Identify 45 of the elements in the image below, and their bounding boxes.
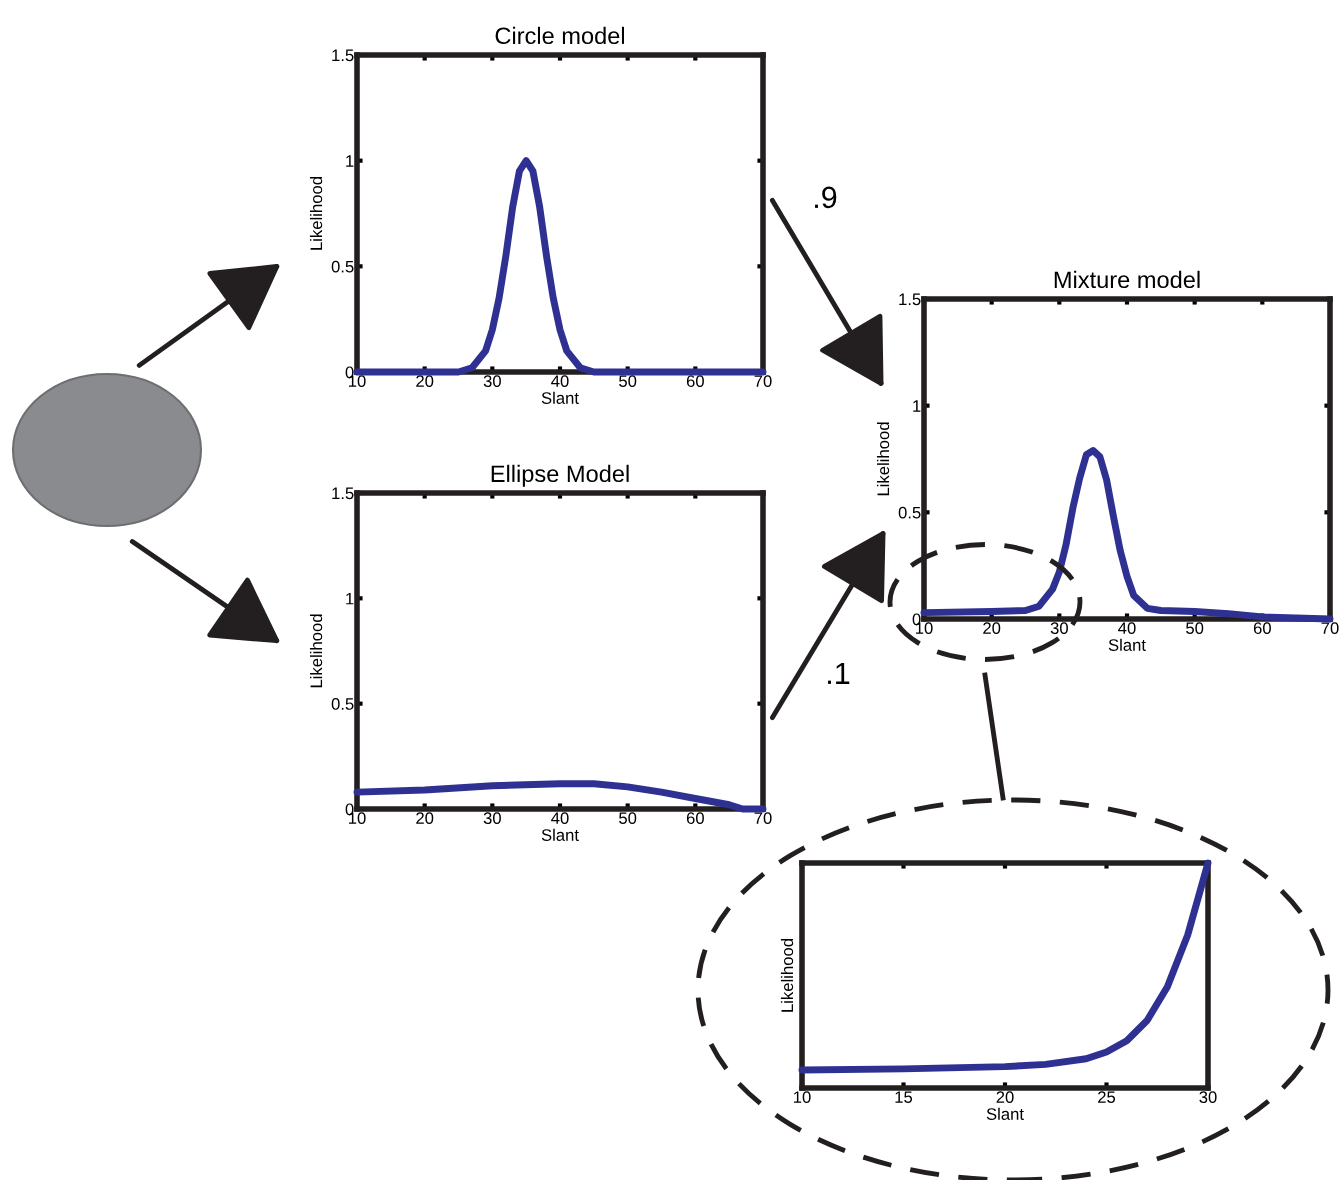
- chart-title: Circle model: [495, 26, 625, 45]
- x-axis-title: Slant: [986, 1107, 1024, 1120]
- y-tick-label: 1.5: [899, 293, 921, 306]
- x-tick-label: 70: [1321, 622, 1339, 635]
- x-tick-label: 60: [686, 812, 704, 825]
- y-tick-label: 1.5: [332, 49, 354, 62]
- x-tick-label: 70: [754, 375, 772, 388]
- x-tick-label: 10: [794, 1091, 811, 1104]
- x-tick-label: 15: [895, 1091, 913, 1104]
- y-tick-label: 1: [346, 155, 354, 167]
- x-tick-label: 20: [983, 622, 1001, 635]
- y-axis-title: Likelihood: [876, 422, 890, 496]
- x-tick-label: 70: [754, 812, 772, 825]
- y-tick-label: 0.5: [898, 506, 921, 519]
- x-tick-label: 50: [1186, 622, 1204, 635]
- x-tick-label: 50: [619, 812, 637, 825]
- y-axis-title: Likelihood: [309, 177, 323, 250]
- x-tick-label: 40: [551, 375, 569, 388]
- y-tick-label: 1: [346, 592, 354, 605]
- x-tick-label: 60: [686, 375, 704, 388]
- x-axis-title: Slant: [1108, 638, 1146, 651]
- chart-title: Ellipse Model: [491, 464, 629, 487]
- x-axis-title: Slant: [541, 391, 579, 404]
- y-tick-label: 1.5: [332, 487, 354, 500]
- x-tick-label: 20: [416, 375, 434, 388]
- text: .9: [815, 186, 837, 209]
- y-axis-title: Likelihood: [309, 614, 323, 688]
- y-tick-label: 0.5: [331, 260, 354, 273]
- x-tick-label: 20: [416, 812, 434, 825]
- x-tick-label: 30: [483, 812, 501, 825]
- x-tick-label: 40: [1118, 622, 1136, 635]
- x-tick-label: 25: [1098, 1091, 1116, 1104]
- x-tick-label: 50: [619, 375, 637, 388]
- x-tick-label: 60: [1253, 622, 1271, 635]
- x-tick-label: 20: [996, 1091, 1014, 1104]
- x-tick-label: 30: [1199, 1091, 1217, 1104]
- y-tick-label: 0.5: [331, 698, 354, 710]
- x-tick-label: 30: [483, 375, 501, 388]
- y-axis-title: Likelihood: [780, 939, 794, 1012]
- y-tick-label: 1: [913, 400, 921, 412]
- x-tick-label: 40: [551, 812, 569, 825]
- x-axis-title: Slant: [541, 828, 579, 841]
- text: .1: [828, 662, 850, 684]
- chart-title: Mixture model: [1054, 270, 1200, 289]
- x-tick-label: 30: [1050, 622, 1068, 635]
